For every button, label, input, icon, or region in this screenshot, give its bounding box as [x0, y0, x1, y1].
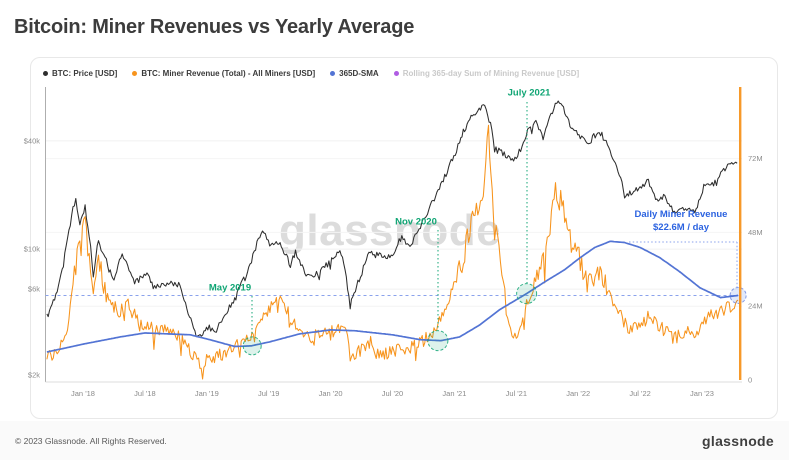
legend-item-miner-revenue[interactable]: BTC: Miner Revenue (Total) - All Miners …	[132, 69, 315, 78]
page-title: Bitcoin: Miner Revenues vs Yearly Averag…	[14, 16, 415, 38]
copyright-text: © 2023 Glassnode. All Rights Reserved.	[15, 435, 167, 446]
legend-label: 365D-SMA	[339, 69, 379, 78]
footer: © 2023 Glassnode. All Rights Reserved. g…	[0, 421, 789, 460]
legend-dot-purple	[393, 71, 399, 76]
legend-label: BTC: Price [USD]	[52, 69, 118, 78]
legend-item-365d-sma[interactable]: 365D-SMA	[330, 69, 379, 78]
chart-card: BTC: Price [USD] BTC: Miner Revenue (Tot…	[30, 57, 778, 419]
legend-label: Rolling 365-day Sum of Mining Revenue [U…	[402, 69, 580, 78]
legend-dot-orange	[132, 71, 138, 76]
legend-dot-blue	[330, 71, 336, 76]
glassnode-watermark: glassnode	[279, 206, 502, 255]
chart-legend: BTC: Price [USD] BTC: Miner Revenue (Tot…	[43, 69, 579, 78]
legend-item-rolling-365d-sum[interactable]: Rolling 365-day Sum of Mining Revenue [U…	[393, 69, 580, 78]
glassnode-logo: glassnode	[702, 432, 774, 449]
legend-label: BTC: Miner Revenue (Total) - All Miners …	[141, 69, 316, 78]
legend-dot-black	[43, 71, 48, 76]
legend-item-btc-price[interactable]: BTC: Price [USD]	[43, 69, 117, 78]
